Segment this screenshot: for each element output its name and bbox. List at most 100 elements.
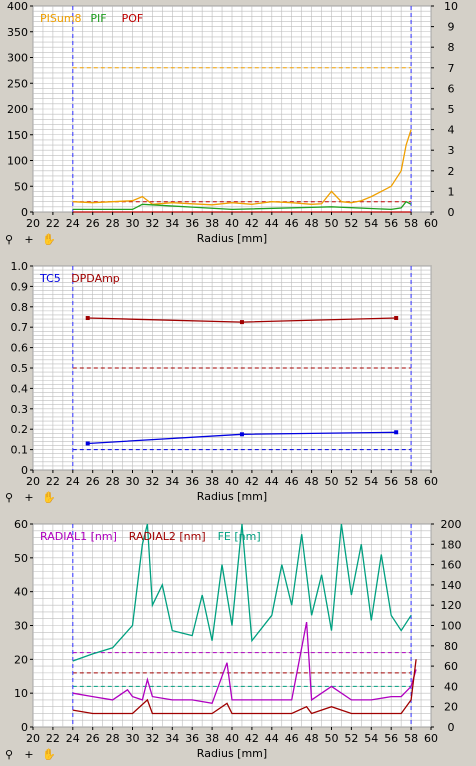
grid — [32, 5, 432, 213]
legend-entry-0[interactable]: PISum8 — [40, 12, 82, 25]
x-tick-label: 28 — [106, 475, 120, 488]
x-tick-label: 36 — [185, 732, 199, 745]
x-axis-label: Radius [mm] — [197, 747, 267, 760]
x-tick-label: 48 — [305, 732, 319, 745]
crosshair-icon[interactable]: + — [24, 233, 34, 246]
x-tick-label: 58 — [404, 217, 418, 230]
y2-tick-label: 7 — [448, 62, 455, 75]
x-tick-label: 20 — [26, 217, 40, 230]
y-tick-label: 0.5 — [11, 362, 29, 375]
x-tick-label: 22 — [46, 475, 60, 488]
y2-tick-label: 120 — [441, 599, 462, 612]
x-tick-label: 28 — [106, 732, 120, 745]
bottom-chart-svg: 0102030405060020406080100120140160180200… — [14, 518, 462, 760]
crosshair-icon[interactable]: + — [24, 748, 34, 761]
y2-tick-label: 100 — [441, 620, 462, 633]
y-tick-label: 150 — [7, 129, 28, 142]
y-tick-label: 0.7 — [11, 321, 29, 334]
y-tick-label: 60 — [14, 518, 28, 531]
chart-toolbar: ⚲ + ✋ — [0, 747, 70, 763]
y-tick-label: 400 — [7, 0, 28, 13]
x-tick-label: 30 — [126, 217, 140, 230]
series-line-1 — [72, 659, 417, 715]
x-tick-label: 30 — [126, 732, 140, 745]
x-tick-label: 32 — [145, 217, 159, 230]
y-tick-label: 350 — [7, 26, 28, 39]
x-axis-label: Radius [mm] — [197, 232, 267, 245]
y2-tick-label: 2 — [448, 165, 455, 178]
crosshair-icon[interactable]: + — [24, 491, 34, 504]
legend-entry-0[interactable]: TC5 — [39, 272, 61, 285]
x-tick-label: 56 — [384, 217, 398, 230]
x-tick-label: 28 — [106, 217, 120, 230]
y-tick-label: 0.9 — [11, 280, 29, 293]
x-tick-label: 48 — [305, 217, 319, 230]
legend-entry-1[interactable]: PIF — [90, 12, 106, 25]
legend-entry-1[interactable]: DPDAmp — [71, 272, 120, 285]
legend-entry-2[interactable]: FE [nm] — [218, 530, 261, 543]
y2-tick-label: 10 — [444, 0, 458, 13]
y2-tick-label: 6 — [448, 82, 455, 95]
x-tick-label: 26 — [86, 732, 100, 745]
series-line-0 — [72, 129, 412, 206]
x-tick-label: 40 — [225, 475, 239, 488]
y-tick-label: 200 — [7, 103, 28, 116]
y2-tick-label: 80 — [444, 640, 458, 653]
y-tick-label: 0 — [21, 464, 28, 477]
x-tick-label: 54 — [364, 475, 378, 488]
x-tick-label: 38 — [205, 732, 219, 745]
x-tick-label: 50 — [325, 475, 339, 488]
x-tick-label: 58 — [404, 732, 418, 745]
x-tick-label: 52 — [344, 217, 358, 230]
y2-tick-label: 40 — [444, 680, 458, 693]
x-tick-label: 60 — [424, 732, 438, 745]
pan-hand-icon[interactable]: ✋ — [42, 491, 56, 504]
legend-entry-2[interactable]: POF — [122, 12, 144, 25]
y-tick-label: 1.0 — [11, 260, 29, 273]
x-tick-label: 24 — [66, 217, 80, 230]
y2-tick-label: 9 — [448, 21, 455, 34]
x-tick-label: 26 — [86, 475, 100, 488]
x-tick-label: 34 — [165, 732, 179, 745]
legend-entry-0[interactable]: RADIAL1 [nm] — [40, 530, 117, 543]
data-point — [85, 316, 90, 321]
y-tick-label: 0.8 — [11, 301, 29, 314]
y-tick-label: 20 — [14, 653, 28, 666]
y2-tick-label: 0 — [448, 206, 455, 219]
x-tick-label: 50 — [325, 217, 339, 230]
x-tick-label: 26 — [86, 217, 100, 230]
x-tick-label: 52 — [344, 475, 358, 488]
grid — [32, 265, 432, 471]
zoom-icon[interactable]: ⚲ — [4, 491, 14, 504]
y-tick-label: 10 — [14, 687, 28, 700]
pan-hand-icon[interactable]: ✋ — [42, 233, 56, 246]
y2-tick-label: 3 — [448, 144, 455, 157]
y2-tick-label: 180 — [441, 538, 462, 551]
chart-toolbar: ⚲ + ✋ — [0, 232, 70, 248]
data-point — [85, 441, 90, 446]
x-tick-label: 42 — [245, 732, 259, 745]
x-tick-label: 56 — [384, 732, 398, 745]
zoom-icon[interactable]: ⚲ — [4, 748, 14, 761]
zoom-icon[interactable]: ⚲ — [4, 233, 14, 246]
x-tick-label: 22 — [46, 732, 60, 745]
y-tick-label: 0 — [21, 721, 28, 734]
x-tick-label: 24 — [66, 732, 80, 745]
pan-hand-icon[interactable]: ✋ — [42, 748, 56, 761]
y-tick-label: 100 — [7, 155, 28, 168]
y-tick-label: 300 — [7, 52, 28, 65]
y2-tick-label: 0 — [448, 721, 455, 734]
x-tick-label: 44 — [265, 732, 279, 745]
top-chart-panel: 0 50 100 150 200 250 300 350 400 0 1 2 3 4 5 6 7 8 9 10 20 22… — [0, 0, 476, 251]
x-tick-label: 34 — [165, 475, 179, 488]
y-tick-label: 30 — [14, 620, 28, 633]
y2-tick-label: 200 — [441, 518, 462, 531]
legend-entry-1[interactable]: RADIAL2 [nm] — [129, 530, 206, 543]
x-tick-label: 32 — [145, 732, 159, 745]
y2-tick-label: 160 — [441, 559, 462, 572]
x-tick-label: 20 — [26, 732, 40, 745]
x-tick-label: 38 — [205, 217, 219, 230]
y-tick-label: 0.4 — [11, 382, 29, 395]
y-tick-label: 0.2 — [11, 423, 29, 436]
x-tick-label: 54 — [364, 732, 378, 745]
